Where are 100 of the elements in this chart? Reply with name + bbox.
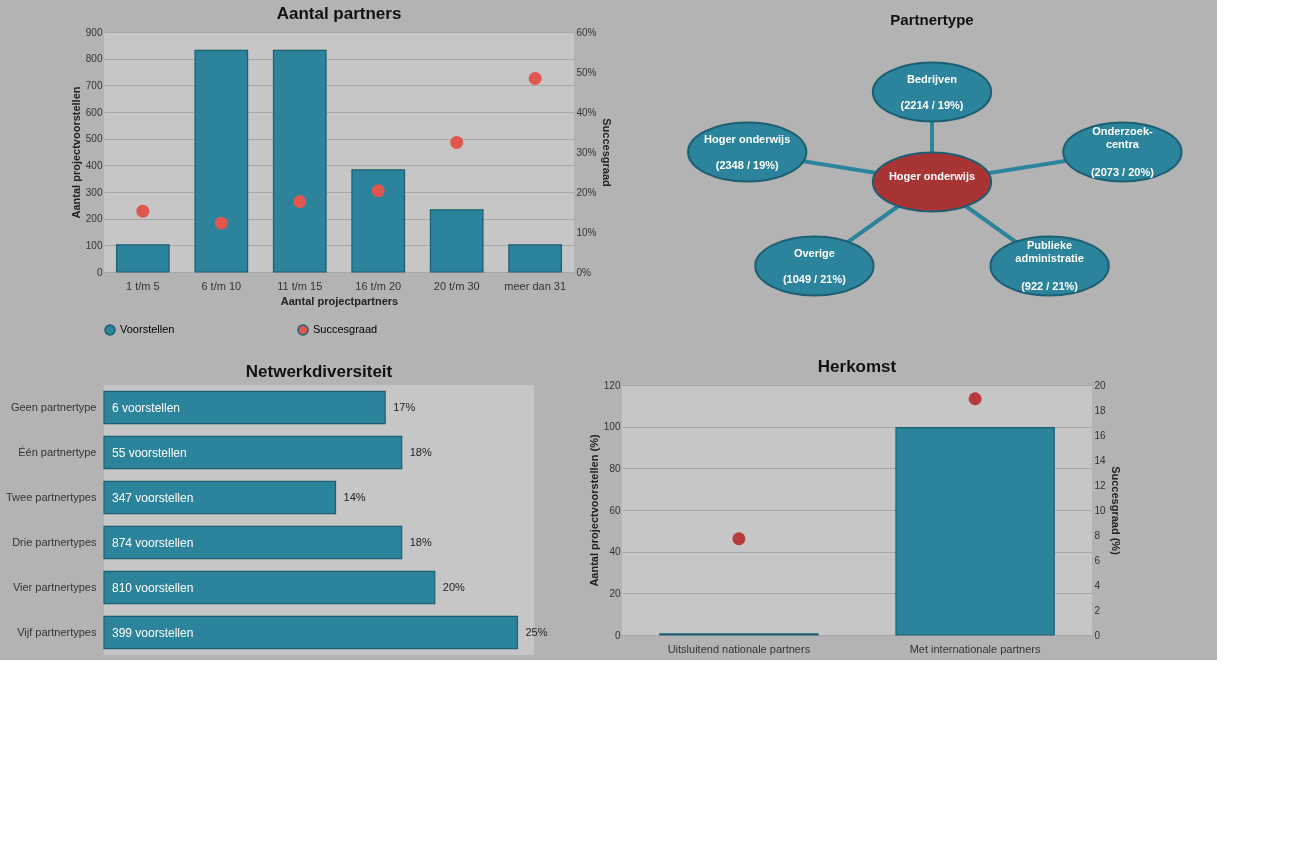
y2-tick-label: 10	[1094, 504, 1107, 516]
y2-tick-label: 30%	[576, 146, 597, 158]
category-label: Publieke administratie	[1015, 239, 1084, 264]
annotation: 6 voorstellen	[112, 400, 181, 415]
bar	[103, 480, 337, 515]
y2-tick-label: 6	[1094, 554, 1101, 566]
point	[371, 184, 385, 198]
text: (2073 / 20%)	[1090, 166, 1154, 178]
y-tick-label: 80	[609, 462, 621, 474]
point	[450, 135, 464, 149]
bar	[103, 570, 436, 605]
chart-title: Aantal partners	[276, 4, 402, 23]
category-label: Hoger onderwijs	[888, 170, 976, 182]
y-tick-label: 200	[85, 213, 103, 225]
y-axis-title: Aantal projectvoorstellen	[69, 86, 82, 219]
data-label: 18%	[409, 535, 432, 548]
y2-tick-label: 0%	[576, 266, 592, 278]
bar	[194, 49, 249, 273]
text: (1049 / 21%)	[782, 272, 846, 285]
chart-title: Herkomst	[817, 357, 897, 376]
bar	[115, 244, 170, 273]
y2-tick-label: 8	[1094, 529, 1101, 541]
y2-tick-label: 40%	[576, 106, 597, 118]
category-label: Onderzoek-centra	[1092, 125, 1153, 150]
y2-tick-label: 60%	[576, 26, 597, 38]
data-label: 17%	[393, 400, 416, 413]
y2-tick-label: 10%	[576, 226, 597, 238]
category-label: Hoger onderwijs	[704, 132, 791, 145]
y-tick-label: 900	[85, 26, 103, 38]
y-tick-label: 300	[85, 186, 103, 198]
y-tick-label: 0	[96, 266, 103, 278]
y2-tick-label: 2	[1094, 604, 1101, 616]
x-tick-label: meer dan 31	[504, 279, 567, 292]
bar	[103, 615, 519, 650]
y2-tick-label: 4	[1094, 579, 1101, 591]
data-label: 18%	[409, 445, 432, 458]
category-label: Bedrijven	[906, 72, 958, 85]
data-label: 14%	[343, 490, 366, 503]
y2-tick-label: 16	[1094, 429, 1107, 441]
y-tick-label: 100	[603, 421, 621, 433]
annotation: 347 voorstellen	[112, 490, 194, 505]
x-tick-label: 1 t/m 5	[126, 279, 160, 292]
y-tick-label: Drie partnertypes	[12, 535, 97, 548]
text: (2348 / 19%)	[715, 158, 779, 171]
y2-tick-label: 20%	[576, 186, 597, 198]
y2-tick-label: 50%	[576, 66, 597, 78]
annotation: 810 voorstellen	[112, 580, 194, 595]
annotation: 399 voorstellen	[112, 625, 194, 640]
point	[214, 216, 228, 230]
data-label: 20%	[442, 580, 465, 593]
x-tick-label: Met internationale partners	[909, 642, 1042, 655]
y2-axis-title: Succesgraad	[600, 118, 613, 187]
y-tick-label: 800	[85, 53, 103, 65]
y2-tick-label: 12	[1094, 479, 1107, 491]
y2-axis-title: Succesgraad (%)	[1109, 466, 1122, 556]
y-tick-label: 0	[614, 629, 621, 641]
y2-tick-label: 18	[1094, 404, 1107, 416]
y-tick-label: 60	[609, 504, 621, 516]
bar	[103, 390, 386, 425]
annotation: 55 voorstellen	[112, 445, 187, 460]
y-tick-label: Vijf partnertypes	[17, 625, 97, 638]
point	[528, 71, 542, 85]
annotation: 874 voorstellen	[112, 535, 194, 550]
data-label: 25%	[525, 625, 548, 638]
text: Partnertype	[890, 11, 974, 28]
y-tick-label: 100	[85, 239, 103, 251]
x-tick-label: 6 t/m 10	[201, 279, 242, 292]
y-tick-label: Vier partnertypes	[12, 580, 97, 593]
bar	[103, 435, 403, 470]
y-tick-label: Twee partnertypes	[6, 490, 97, 503]
bar	[103, 525, 403, 560]
category-label: Overige	[793, 246, 835, 259]
y2-tick-label: 0	[1094, 629, 1101, 641]
y-tick-label: 20	[609, 587, 621, 599]
y-tick-label: 700	[85, 79, 103, 91]
legend-label: Succesgraad	[313, 323, 378, 335]
bar	[429, 209, 484, 273]
x-axis-title: Aantal projectpartners	[280, 294, 399, 307]
y-tick-label: 120	[603, 379, 621, 391]
y-tick-label: Geen partnertype	[10, 400, 97, 413]
x-tick-label: 20 t/m 30	[433, 279, 480, 292]
point	[293, 195, 307, 209]
text: (922 / 21%)	[1021, 280, 1079, 292]
y-axis-title: Aantal projectvoorstellen (%)	[587, 434, 600, 587]
bar	[272, 49, 327, 273]
y-tick-label: 600	[85, 106, 103, 118]
y-tick-label: Één partnertype	[18, 445, 97, 458]
x-tick-label: 11 t/m 15	[277, 279, 323, 292]
x-tick-label: 16 t/m 20	[355, 279, 402, 292]
bar	[351, 169, 406, 273]
bar	[508, 244, 563, 273]
point	[136, 204, 150, 218]
text: (2214 / 19%)	[900, 98, 964, 111]
chart-title: Netwerkdiversiteit	[245, 362, 393, 381]
y-tick-label: 500	[85, 133, 103, 145]
y-tick-label: 40	[609, 546, 621, 558]
y-tick-label: 400	[85, 159, 103, 171]
legend-label: Voorstellen	[120, 323, 175, 335]
x-tick-label: Uitsluitend nationale partners	[667, 642, 811, 655]
y2-tick-label: 14	[1094, 454, 1107, 466]
